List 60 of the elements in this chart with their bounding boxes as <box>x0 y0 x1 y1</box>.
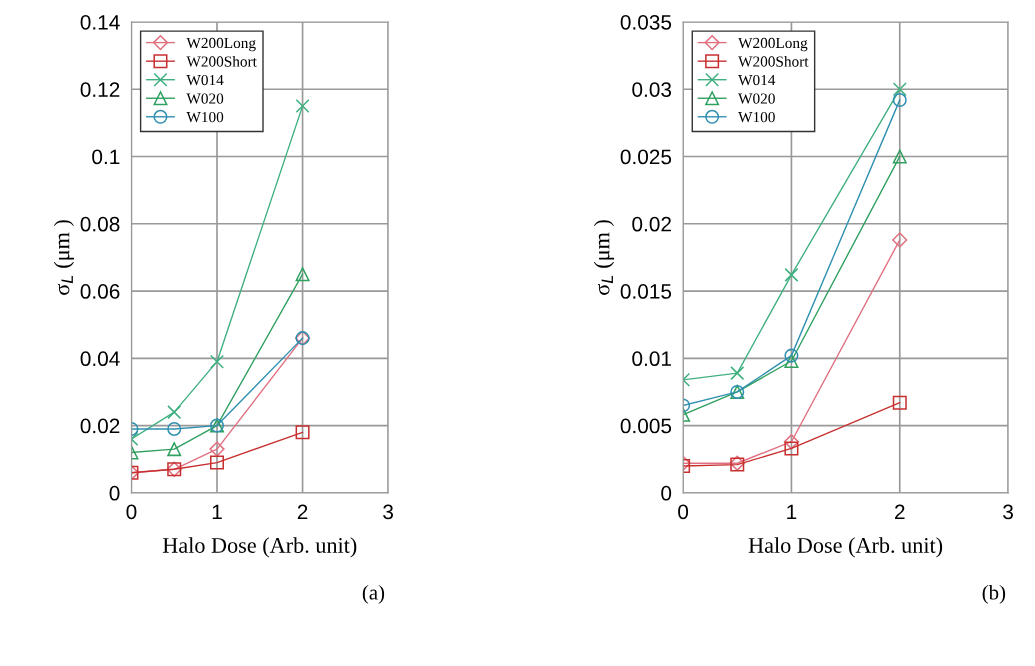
point <box>167 421 182 436</box>
x-tick-label: 2 <box>297 504 308 520</box>
point <box>892 92 907 108</box>
text: (a) <box>362 584 385 604</box>
point <box>783 434 800 450</box>
y-tick-label: 0.14 <box>80 14 120 30</box>
y-tick-label: 0.01 <box>632 351 671 367</box>
point <box>784 348 799 363</box>
x-tick-label: 1 <box>212 504 222 520</box>
point <box>295 425 310 440</box>
legend-label: W014 <box>738 74 776 86</box>
legend-label: W200Short <box>738 55 809 67</box>
point <box>295 99 310 114</box>
x-tick-label: 0 <box>678 504 689 520</box>
legend-label: W014 <box>186 74 224 86</box>
point <box>892 395 907 410</box>
y-tick-label: 0.035 <box>620 14 672 30</box>
point <box>730 366 745 381</box>
point <box>209 455 225 470</box>
x-axis-title: Halo Dose (Arb. unit) <box>162 537 357 558</box>
x-tick-label: 3 <box>1003 504 1013 520</box>
y-tick-label: 0.03 <box>632 82 672 97</box>
point <box>167 405 182 420</box>
point <box>892 232 908 248</box>
y-tick-label: 0.02 <box>632 216 671 232</box>
legend-label: W200Short <box>186 55 257 67</box>
y-tick-label: 0 <box>109 485 120 501</box>
point <box>892 82 907 97</box>
y-tick-label: 0.1 <box>92 149 120 165</box>
y-axis-title: σ$_{L}$ (μm ) <box>53 220 74 295</box>
y-tick-label: 0.12 <box>80 82 120 97</box>
x-tick-label: 3 <box>383 504 393 520</box>
text: (b) <box>982 584 1006 604</box>
y-tick-label: 0.02 <box>80 418 120 434</box>
point <box>892 149 907 164</box>
legend-label: W100 <box>738 111 775 123</box>
point <box>784 353 799 369</box>
legend-label: W020 <box>738 93 775 104</box>
point <box>209 354 225 369</box>
point <box>784 441 799 456</box>
legend-label: W200Long <box>738 37 808 52</box>
legend-label: W100 <box>186 111 224 123</box>
x-tick-label: 1 <box>787 504 797 520</box>
point <box>784 267 799 282</box>
y-tick-label: 0 <box>661 485 672 501</box>
y-tick-label: 0.015 <box>620 284 672 299</box>
x-tick-label: 2 <box>895 504 905 520</box>
y-tick-label: 0.04 <box>80 351 120 367</box>
y-tick-label: 0.025 <box>620 149 672 165</box>
y-tick-label: 0.005 <box>620 418 672 434</box>
point <box>167 442 182 457</box>
legend-label: W020 <box>186 93 224 104</box>
point <box>295 267 310 282</box>
legend-label: W200Long <box>186 37 256 52</box>
y-tick-label: 0.06 <box>80 284 120 299</box>
y-tick-label: 0.08 <box>80 216 120 232</box>
x-axis-title: Halo Dose (Arb. unit) <box>748 537 943 558</box>
point <box>209 441 225 457</box>
x-tick-label: 0 <box>126 504 137 520</box>
y-axis-title: σ$_{L}$ (μm ) <box>593 220 615 295</box>
